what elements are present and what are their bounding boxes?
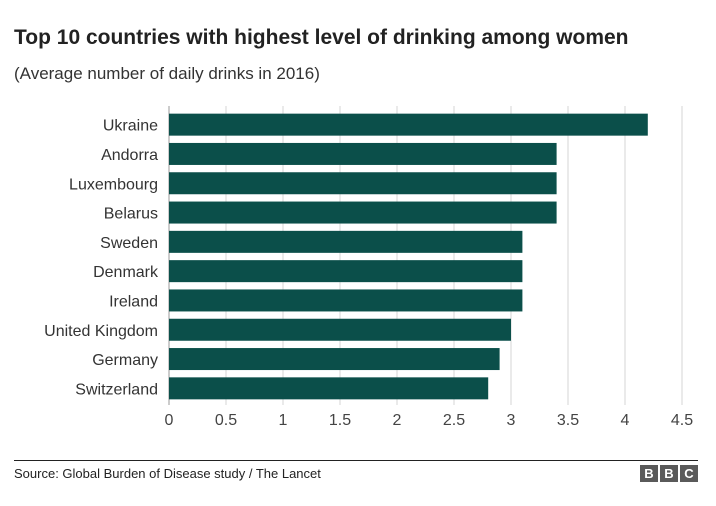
logo-letter-b2: B [660,465,678,482]
category-label: Denmark [93,264,159,281]
category-label: Ukraine [103,118,158,135]
chart-title: Top 10 countries with highest level of d… [14,26,629,49]
x-tick-label: 4.5 [671,412,693,429]
x-tick-label: 3.5 [557,412,579,429]
bar-andorra [169,142,557,165]
bar-ireland [169,289,523,312]
x-tick-label: 3 [507,412,516,429]
bar-belarus [169,201,557,224]
category-label: United Kingdom [44,323,158,340]
bar-ukraine [169,113,648,136]
bar-luxembourg [169,172,557,195]
x-tick-label: 2.5 [443,412,465,429]
category-label: Luxembourg [69,176,158,193]
x-tick-label: 2 [393,412,402,429]
x-tick-label: 4 [621,412,630,429]
source-note: Source: Global Burden of Disease study /… [14,466,321,481]
bbc-logo: B B C [640,465,698,482]
bar-sweden [169,230,523,253]
category-label: Belarus [104,206,158,223]
category-label: Ireland [109,293,158,310]
x-tick-label: 0 [165,412,174,429]
logo-letter-c: C [680,465,698,482]
bar-switzerland [169,377,489,400]
bar-denmark [169,260,523,283]
x-tick-label: 1 [279,412,288,429]
chart-subtitle: (Average number of daily drinks in 2016) [14,64,320,83]
bar-chart: Ukraine Andorra Luxembourg Belarus Sweden Den… [44,106,693,429]
category-label: Sweden [100,235,158,252]
category-label: Germany [92,352,158,369]
bar-united-kingdom [169,318,511,341]
logo-letter-b1: B [640,465,658,482]
category-label: Andorra [101,147,158,164]
x-tick-label: 1.5 [329,412,351,429]
footer-divider [14,460,698,461]
category-label: Switzerland [75,381,158,398]
x-tick-label: 0.5 [215,412,237,429]
bar-germany [169,348,500,371]
